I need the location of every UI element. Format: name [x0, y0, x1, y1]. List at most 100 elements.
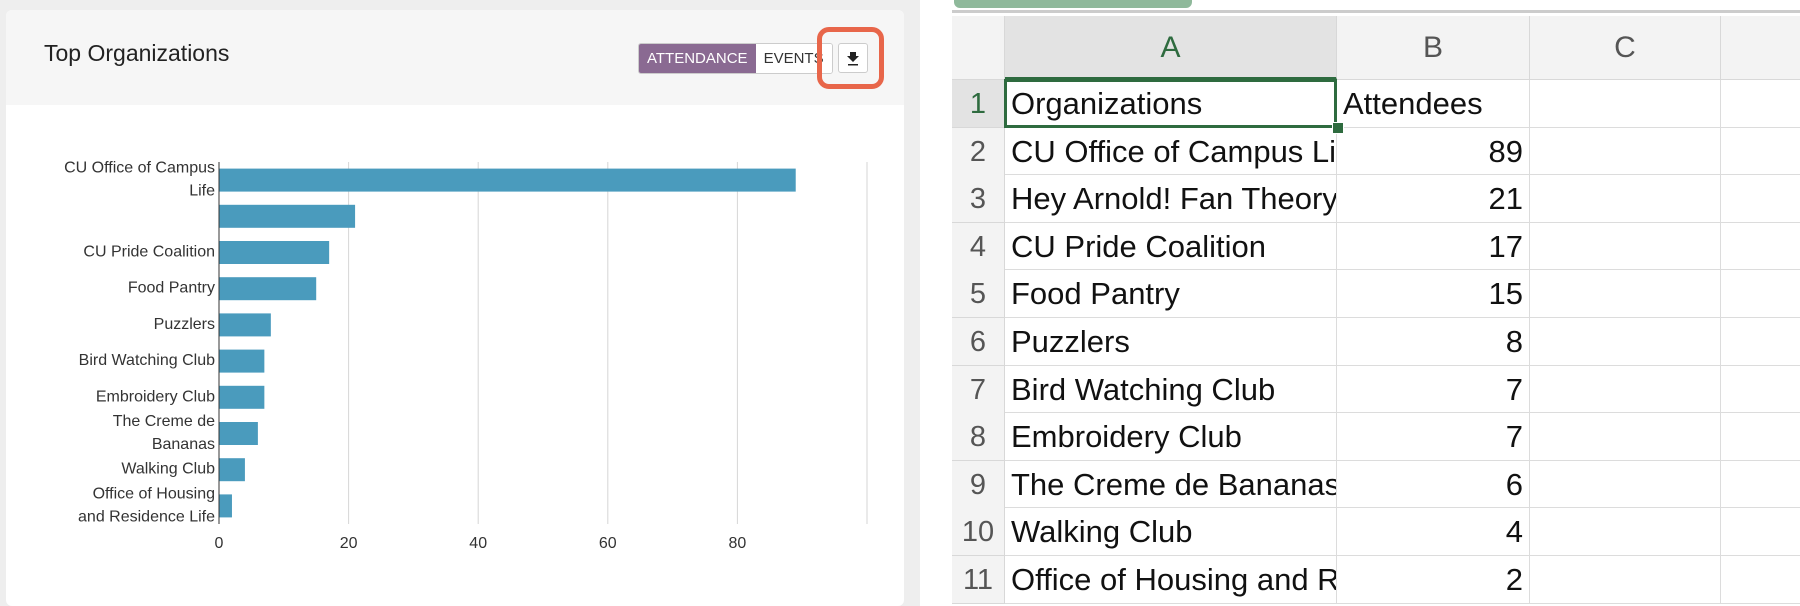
- cell: 2: [1337, 556, 1530, 604]
- cell: Walking Club: [1005, 508, 1337, 556]
- y-tick-label: Office of Housing and Residence Life: [78, 486, 215, 526]
- label-line: Embroidery Club: [96, 389, 215, 406]
- row-header: 4: [952, 222, 1005, 271]
- y-tick-label: Embroidery Club: [96, 389, 215, 406]
- y-tick-label: CU Office of Campus Life: [64, 160, 215, 200]
- fill-handle: [1332, 121, 1344, 134]
- cell: 4: [1337, 508, 1530, 556]
- cell: Attendees: [1337, 80, 1530, 128]
- corner: [952, 16, 1005, 80]
- download-button[interactable]: [838, 43, 868, 73]
- tab: [954, 0, 1192, 8]
- x-tick-label: 20: [340, 535, 358, 552]
- highlight: [817, 27, 884, 89]
- tab-bar: [952, 0, 1800, 13]
- row-header: 5: [952, 270, 1005, 319]
- label-line: Life: [189, 183, 215, 200]
- cell: [1721, 556, 1800, 604]
- bar: [219, 204, 356, 228]
- row-header: 6: [952, 318, 1005, 366]
- y-tick-label: The Creme de Bananas: [113, 413, 215, 453]
- cell: [1530, 270, 1721, 318]
- cell: [1721, 223, 1800, 271]
- selection: [1004, 79, 1337, 128]
- row-header: 3: [952, 175, 1005, 224]
- cell: 15: [1337, 270, 1530, 318]
- cell: 89: [1337, 127, 1530, 176]
- label-line: The Creme de: [113, 413, 215, 430]
- toggle-button[interactable]: ATTENDANCE: [639, 44, 756, 73]
- dashboard: Top Organizations ATTENDANCE EVENTS 0 20 4…: [0, 0, 920, 606]
- x-tick-label: 0: [215, 535, 224, 552]
- cell: [1721, 508, 1800, 556]
- cell: Office of Housing and R: [1005, 556, 1337, 604]
- row-header: 8: [952, 413, 1005, 462]
- cell: 7: [1337, 365, 1530, 414]
- row-header: 7: [952, 365, 1005, 414]
- cell: [1530, 413, 1721, 461]
- label-line: Puzzlers: [154, 316, 215, 333]
- row-header: 10: [952, 508, 1005, 557]
- cell: [1530, 175, 1721, 223]
- cell: [1530, 556, 1721, 604]
- cell: 6: [1337, 460, 1530, 509]
- cell: 8: [1337, 318, 1530, 366]
- label-line: Office of Housing: [93, 486, 215, 503]
- row-header: 11: [952, 556, 1005, 604]
- row-header: 2: [952, 127, 1005, 176]
- cell: CU Office of Campus Li: [1005, 127, 1337, 176]
- download-icon: [847, 52, 859, 66]
- cell: [1721, 128, 1800, 176]
- y-tick-label: Walking Club: [121, 461, 215, 478]
- panel-title: Top Organizations: [44, 40, 230, 66]
- label-line: CU Pride Coalition: [83, 244, 215, 261]
- cell: Embroidery Club: [1005, 413, 1337, 461]
- chart: 0 20 40 60 80 CU Office of Campus Life CU Pride…: [64, 160, 868, 552]
- cell: 7: [1337, 413, 1530, 461]
- cell: The Creme de Bananas: [1005, 460, 1337, 509]
- cell: [1721, 366, 1800, 414]
- x-tick-label: 80: [729, 535, 747, 552]
- cell: Bird Watching Club: [1005, 365, 1337, 414]
- label-line: and Residence Life: [78, 509, 215, 526]
- cell: 17: [1337, 222, 1530, 271]
- row-header: 9: [952, 460, 1005, 509]
- column-header: C: [1530, 16, 1721, 80]
- bar: [219, 168, 796, 192]
- cell: [1530, 318, 1721, 366]
- y-tick-label: Bird Watching Club: [79, 352, 215, 369]
- column-header: B: [1337, 16, 1530, 80]
- y-tick-label: CU Pride Coalition: [83, 244, 215, 261]
- cell: [1530, 80, 1721, 128]
- bar: [219, 313, 271, 337]
- cell: [1530, 508, 1721, 556]
- row-header: 1: [952, 80, 1005, 128]
- cell: Puzzlers: [1005, 318, 1337, 366]
- bar: [219, 494, 232, 518]
- x-tick-label: 60: [599, 535, 617, 552]
- cell: [1721, 80, 1800, 128]
- bar: [219, 349, 265, 373]
- bar: [219, 277, 317, 301]
- cell: CU Pride Coalition: [1005, 222, 1337, 271]
- cell: [1721, 413, 1800, 461]
- cell: [1721, 461, 1800, 509]
- cell: [1530, 460, 1721, 509]
- bar: [219, 422, 258, 445]
- cell: [1530, 127, 1721, 176]
- y-tick-label: Puzzlers: [154, 316, 215, 333]
- bar: [219, 241, 330, 264]
- label-line: CU Office of Campus: [64, 160, 215, 177]
- x-tick-label: 40: [469, 535, 487, 552]
- card-header: Top Organizations ATTENDANCE EVENTS: [6, 10, 904, 105]
- cell: [1721, 318, 1800, 366]
- spreadsheet: A B C 1 Organizations Attendees 2 CU Office of …: [952, 0, 1800, 606]
- card: Top Organizations ATTENDANCE EVENTS: [6, 10, 904, 606]
- cell: Hey Arnold! Fan Theory: [1005, 175, 1337, 223]
- label-line: Bananas: [152, 436, 215, 453]
- cell: [1721, 175, 1800, 223]
- label-line: Food Pantry: [128, 280, 215, 297]
- bar: [219, 385, 265, 409]
- cell: [1530, 365, 1721, 414]
